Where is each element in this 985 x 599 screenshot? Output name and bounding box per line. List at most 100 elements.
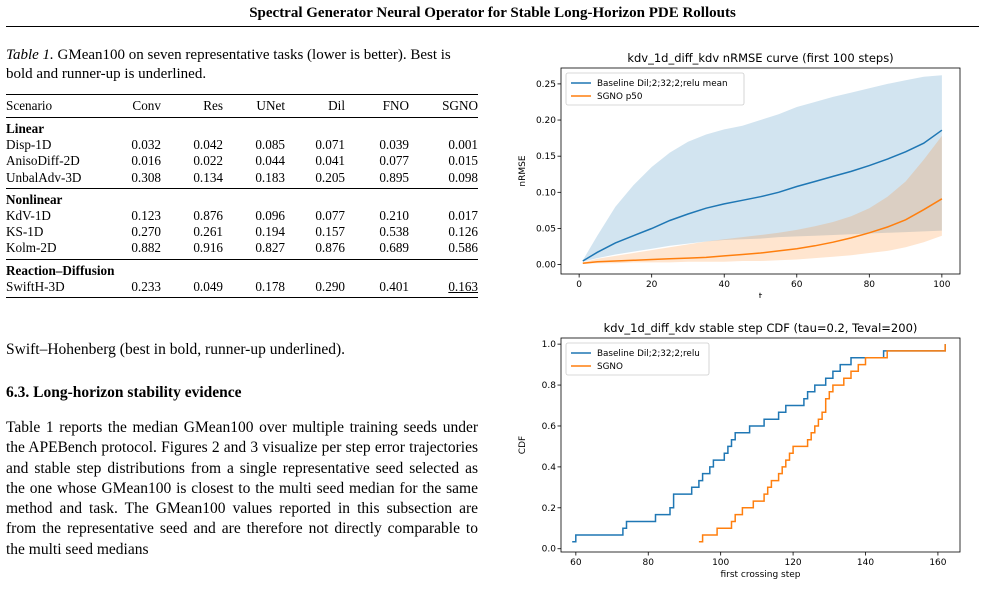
value-cell: 0.183 — [223, 169, 285, 189]
y-tick-label: 0.2 — [542, 504, 556, 514]
x-tick-label: 160 — [929, 558, 946, 568]
y-tick-label: 0.6 — [542, 422, 557, 432]
value-cell: 0.077 — [379, 153, 409, 169]
value-cell: 0.290 — [285, 278, 345, 298]
scenario-cell: UnbalAdv-3D — [6, 169, 110, 189]
section-heading: 6.3. Long-horizon stability evidence — [6, 384, 242, 401]
value-cell: 0.689 — [345, 240, 409, 260]
header-rule — [6, 26, 979, 27]
x-tick-label: 40 — [719, 280, 731, 290]
y-tick-label: 0.20 — [536, 116, 556, 126]
value-cell: 0.538 — [379, 224, 409, 240]
value-cell: 0.123 — [131, 208, 161, 224]
scenario-cell: AnisoDiff-2D — [6, 153, 80, 169]
column-header: Dil — [285, 94, 345, 118]
series-line-1 — [698, 344, 946, 543]
table-row: Disp-1D 0.032 0.042 0.085 0.071 0.039 0.001 — [6, 137, 478, 153]
value-cell: 0.895 — [345, 169, 409, 189]
column-header: FNO — [345, 94, 409, 118]
y-tick-label: 1.0 — [542, 340, 557, 350]
value-cell: 0.071 — [315, 137, 345, 153]
running-header: Spectral Generator Neural Operator for S… — [249, 5, 736, 21]
value-cell: 0.261 — [193, 224, 223, 240]
series-band-1 — [582, 135, 942, 264]
column-header: Res — [161, 94, 223, 118]
table-header-row: Scenario Conv Res UNet Dil FNO SGNO — [6, 94, 478, 118]
series-line-0 — [572, 344, 946, 543]
group-row: Linear — [6, 118, 478, 138]
value-cell: 0.017 — [448, 208, 478, 224]
table-body: Linear Disp-1D 0.032 0.042 0.085 0.071 0.039 0.… — [6, 118, 478, 298]
legend-entry-0: Baseline Dil;2;32;2;relu — [597, 349, 700, 359]
value-cell: 0.233 — [110, 278, 161, 298]
value-cell: 0.876 — [285, 240, 345, 260]
scenario-cell: KdV-1D — [6, 208, 51, 224]
y-tick-label: 0.4 — [542, 463, 557, 473]
value-cell: 0.270 — [131, 224, 161, 240]
y-axis-label: nRMSE — [518, 155, 528, 186]
y-axis-label: CDF — [518, 436, 528, 454]
table-row: KS-1D 0.270 0.261 0.194 0.157 0.538 0.126 — [6, 224, 478, 240]
table-row: UnbalAdv-3D 0.308 0.134 0.183 0.205 0.895 0.09… — [6, 169, 478, 189]
stable-step-cdf-chart: kdv_1d_diff_kdv stable step CDF (tau=0.2… — [518, 321, 961, 580]
scenario-cell: SwiftH-3D — [6, 278, 110, 298]
group-label: Reaction–Diffusion — [6, 258, 478, 279]
value-cell: 0.827 — [223, 240, 285, 260]
stable-step-cdf-figure: kdv_1d_diff_kdv stable step CDF (tau=0.2… — [512, 320, 972, 586]
table-row: Kolm-2D 0.882 0.916 0.827 0.876 0.689 0.586 — [6, 240, 478, 260]
y-tick-label: 0.15 — [536, 152, 556, 162]
chart-title: kdv_1d_diff_kdv stable step CDF (tau=0.2… — [604, 321, 918, 335]
x-tick-label: 80 — [864, 280, 876, 290]
table-row: AnisoDiff-2D 0.016 0.022 0.044 0.041 0.077 0.0… — [6, 153, 478, 169]
nrmse-curve-figure: kdv_1d_diff_kdv nRMSE curve (first 100 s… — [512, 50, 972, 302]
y-tick-label: 0.8 — [542, 381, 557, 391]
x-tick-label: 20 — [646, 280, 658, 290]
legend-entry-1: SGNO — [597, 362, 623, 372]
plot-frame — [560, 337, 961, 553]
table-row: SwiftH-3D 0.233 0.049 0.178 0.290 0.401 0.163 — [6, 278, 478, 298]
value-cell: 0.032 — [131, 137, 161, 153]
value-cell: 0.308 — [110, 169, 161, 189]
series-line-1 — [582, 198, 943, 264]
y-tick-label: 0.00 — [536, 261, 556, 271]
value-cell: 0.586 — [409, 240, 478, 260]
chart-title: kdv_1d_diff_kdv nRMSE curve (first 100 s… — [627, 51, 893, 65]
table-caption-text: GMean100 on seven representative tasks (… — [6, 47, 451, 82]
group-row: Reaction–Diffusion — [6, 258, 478, 279]
value-cell: 0.163 — [409, 278, 478, 298]
legend-entry-1: SGNO p50 — [597, 92, 643, 102]
x-tick-label: 60 — [570, 558, 582, 568]
value-cell: 0.016 — [131, 153, 161, 169]
swift-hohenberg-line: Swift–Hohenberg (best in bold, runner-up… — [6, 341, 346, 358]
scenario-cell: KS-1D — [6, 224, 44, 240]
value-cell: 0.882 — [110, 240, 161, 260]
value-cell: 0.194 — [255, 224, 285, 240]
y-tick-label: 0.0 — [542, 545, 557, 555]
column-header: Scenario — [6, 94, 110, 118]
section-paragraph: Table 1 reports the median GMean100 over… — [6, 419, 478, 558]
value-cell: 0.205 — [285, 169, 345, 189]
y-tick-label: 0.25 — [536, 80, 556, 90]
value-cell: 0.039 — [379, 137, 409, 153]
value-cell: 0.096 — [255, 208, 285, 224]
x-tick-label: 100 — [712, 558, 729, 568]
value-cell: 0.044 — [255, 153, 285, 169]
legend-box — [565, 342, 710, 376]
nrmse-curve-chart: kdv_1d_diff_kdv nRMSE curve (first 100 s… — [518, 51, 961, 302]
value-cell: 0.401 — [345, 278, 409, 298]
series-line-0 — [582, 129, 943, 262]
value-cell: 0.134 — [161, 169, 223, 189]
x-tick-label: 0 — [576, 280, 582, 290]
value-cell: 0.178 — [223, 278, 285, 298]
value-cell: 0.210 — [379, 208, 409, 224]
group-row: Nonlinear — [6, 187, 478, 208]
x-tick-label: 100 — [933, 280, 950, 290]
x-tick-label: 140 — [857, 558, 874, 568]
x-tick-label: 60 — [791, 280, 803, 290]
y-tick-label: 0.10 — [536, 188, 556, 198]
value-cell: 0.077 — [315, 208, 345, 224]
table-caption-label: Table 1. — [6, 47, 54, 63]
value-cell: 0.916 — [161, 240, 223, 260]
value-cell: 0.022 — [193, 153, 223, 169]
value-cell: 0.157 — [315, 224, 345, 240]
